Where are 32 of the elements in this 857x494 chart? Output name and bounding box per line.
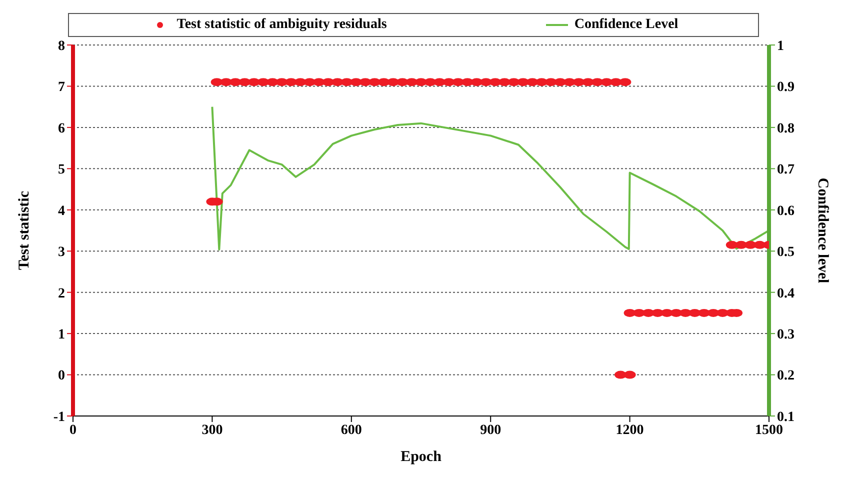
y-tick-label: 1 xyxy=(58,328,65,343)
y2-tick-label: 0.6 xyxy=(777,204,794,219)
y2-tick-label: 0.8 xyxy=(777,121,794,136)
x-tick-label: 300 xyxy=(202,422,223,438)
line-series xyxy=(211,106,769,250)
y2-tick-label: 0.4 xyxy=(777,286,794,302)
y2-tick-label: 0.9 xyxy=(777,80,794,96)
y2-tick-label: 0.1 xyxy=(777,410,794,425)
x-tick-label: 600 xyxy=(340,422,362,438)
y2-tick-label: 0.3 xyxy=(777,328,794,343)
legend-label: Test statistic of ambiguity residuals xyxy=(176,17,387,33)
x-tick-label: 1200 xyxy=(616,422,644,438)
x-tick-label: 0 xyxy=(70,422,76,438)
y-tick-label: 5 xyxy=(58,162,65,178)
y2-tick-label: 0.5 xyxy=(777,245,794,260)
y2-axis-title: Confidence level xyxy=(814,178,831,284)
y2-tick-label: 0.2 xyxy=(777,368,794,384)
y2-tick-label: 0.7 xyxy=(777,162,794,178)
y-tick-label: 7 xyxy=(58,80,65,96)
y-tick-label: 8 xyxy=(58,38,65,54)
y-tick-label: 3 xyxy=(58,245,65,260)
x-tick-label: 1500 xyxy=(755,422,783,438)
y-tick-label: 4 xyxy=(58,204,65,219)
y2-tick-label: 1 xyxy=(777,38,784,54)
y-tick-label: 0 xyxy=(58,368,65,384)
y-tick-label: -1 xyxy=(53,410,65,425)
legend-label: Confidence Level xyxy=(573,17,678,33)
y-axis-title: Test statistic xyxy=(16,190,32,270)
y-tick-label: 6 xyxy=(58,121,65,136)
y-tick-label: 2 xyxy=(58,286,65,302)
x-axis-title: Epoch xyxy=(400,449,442,465)
x-tick-label: 900 xyxy=(480,422,502,438)
